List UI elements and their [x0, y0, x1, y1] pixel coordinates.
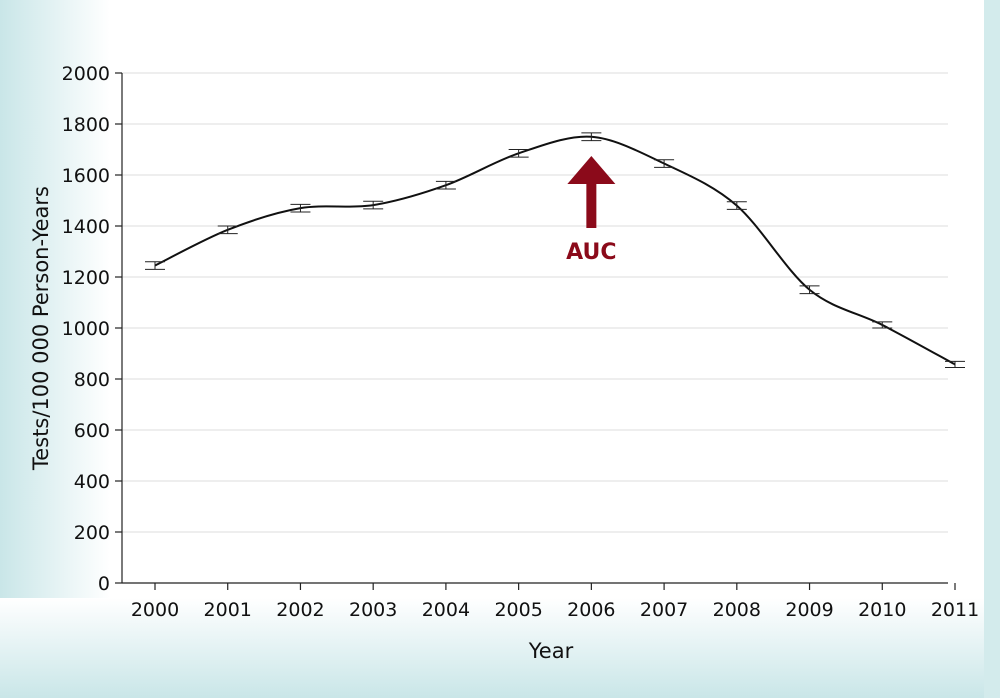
annotation-arrow-head [567, 156, 616, 184]
x-tick-label: 2010 [858, 599, 906, 621]
y-tick-label: 200 [74, 522, 110, 544]
background-right-edge [984, 0, 1000, 698]
annotation: AUC [566, 156, 617, 265]
x-tick-label: 2006 [567, 599, 615, 621]
x-tick-label: 2000 [131, 599, 179, 621]
y-tick-label: 800 [74, 369, 110, 391]
data-series [145, 132, 965, 369]
x-tick-label: 2011 [931, 599, 979, 621]
series-line [154, 135, 956, 366]
y-tick-label: 1600 [62, 165, 110, 187]
annotation-arrow-shaft [586, 183, 597, 228]
y-tick-label: 2000 [62, 63, 110, 85]
x-tick-label: 2004 [422, 599, 470, 621]
y-tick-label: 1400 [62, 216, 110, 238]
background-left-tint [0, 0, 110, 698]
x-tick-label: 2008 [713, 599, 761, 621]
y-tick-label: 1200 [62, 267, 110, 289]
x-tick-label: 2001 [204, 599, 252, 621]
y-tick-label: 0 [98, 573, 110, 595]
x-tick-label: 2007 [640, 599, 688, 621]
x-tick-label: 2003 [349, 599, 397, 621]
x-axis-title: Year [528, 639, 574, 663]
x-tick-label: 2005 [494, 599, 542, 621]
x-tick-label: 2009 [785, 599, 833, 621]
axes: 0 200 400 600 800 1000 1200 1400 1600 1800 2000 200… [62, 63, 980, 621]
y-tick-label: 1800 [62, 114, 110, 136]
background-bottom-tint [0, 598, 1000, 698]
y-tick-label: 1000 [62, 318, 110, 340]
gridlines [122, 72, 948, 533]
y-axis-title: Tests/100 000 Person-Years [29, 186, 53, 471]
y-tick-label: 400 [74, 471, 110, 493]
x-tick-label: 2002 [276, 599, 324, 621]
annotation-label: AUC [566, 240, 616, 265]
y-tick-label: 600 [74, 420, 110, 442]
